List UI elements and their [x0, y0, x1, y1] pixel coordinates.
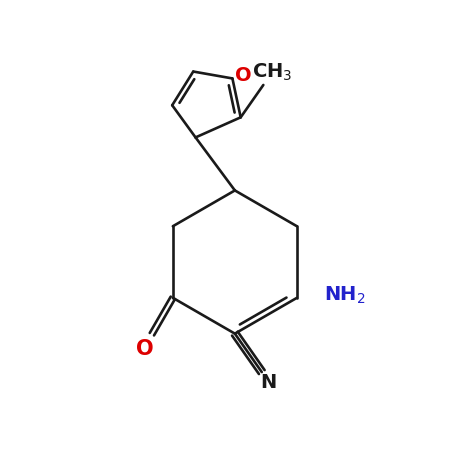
Text: NH$_2$: NH$_2$ — [324, 285, 366, 306]
Text: O: O — [235, 67, 252, 86]
Text: O: O — [136, 339, 154, 359]
Text: N: N — [261, 373, 277, 392]
Text: CH$_3$: CH$_3$ — [252, 62, 292, 84]
